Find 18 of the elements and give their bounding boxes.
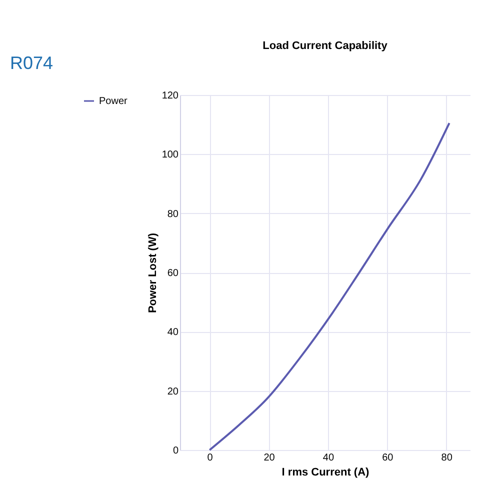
line-series [208, 122, 450, 451]
x-tick-label: 20 [264, 452, 276, 464]
y-tick-label: 120 [162, 90, 179, 102]
y-axis-title: Power Lost (W) [146, 232, 159, 314]
y-tick-label: 80 [167, 208, 179, 220]
chart-title: Load Current Capability [262, 40, 388, 52]
x-tick-label: 80 [441, 452, 453, 464]
x-tick-label: 60 [382, 452, 394, 464]
text: R074 [10, 53, 54, 73]
y-tick-label: 20 [167, 386, 179, 398]
y-tick-label: 60 [167, 268, 179, 279]
y-tick-label: 0 [172, 446, 179, 456]
x-tick-label: 40 [322, 452, 334, 464]
x-axis-title: I rms Current (A) [282, 466, 370, 478]
y-tick-label: 40 [167, 327, 179, 338]
legend-label: Power [99, 96, 128, 107]
x-tick-label: 0 [207, 452, 214, 464]
y-tick-label: 100 [162, 150, 179, 161]
